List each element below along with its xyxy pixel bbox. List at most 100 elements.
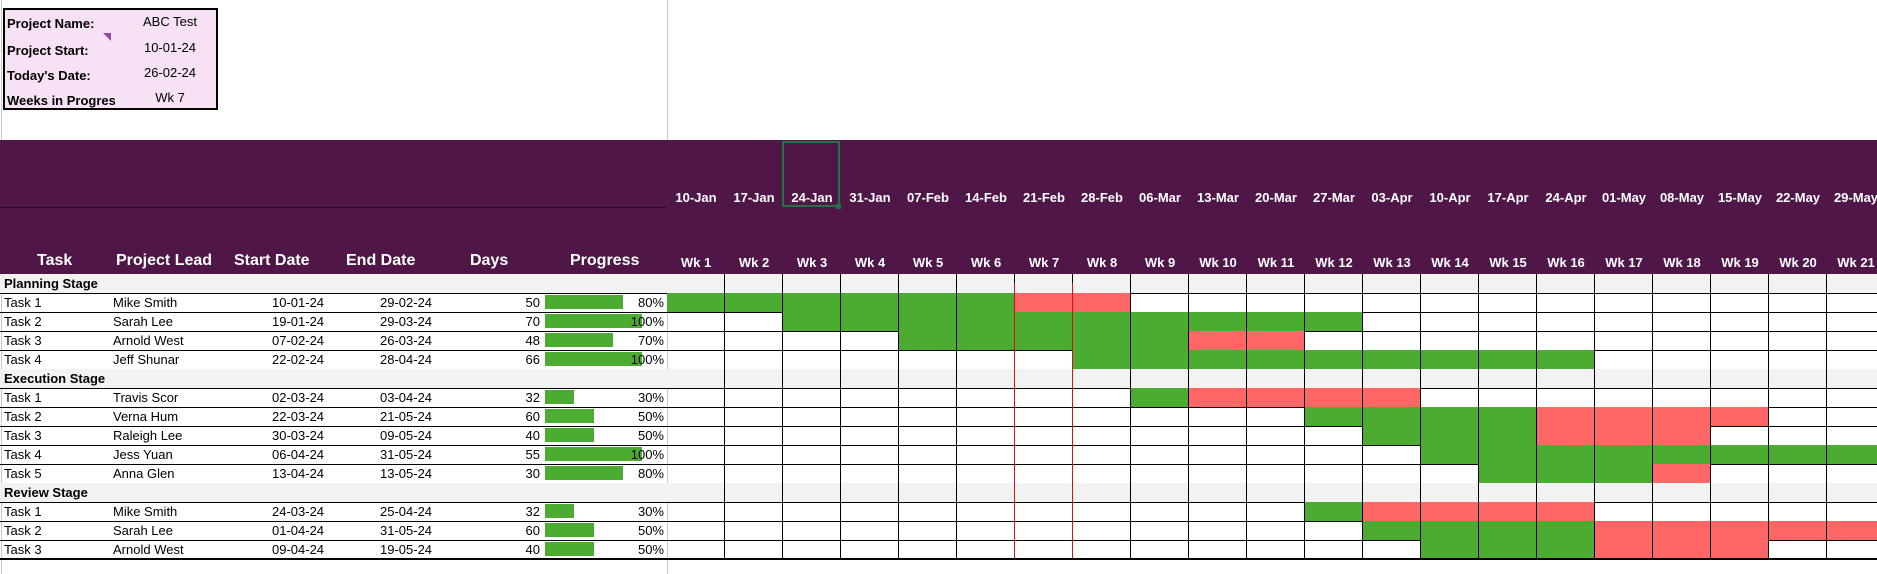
week-cell-on-track[interactable] — [1015, 331, 1073, 350]
week-cell[interactable] — [957, 540, 1015, 559]
progress-percent[interactable]: 100% — [630, 447, 664, 462]
week-cell[interactable] — [1479, 331, 1537, 350]
week-cell[interactable] — [1479, 483, 1537, 502]
project-lead[interactable]: Jess Yuan — [113, 447, 173, 462]
fill-handle[interactable] — [836, 204, 841, 209]
week-cell-behind[interactable] — [1769, 521, 1827, 540]
week-cell[interactable] — [725, 388, 783, 407]
week-cell-on-track[interactable] — [1421, 350, 1479, 369]
week-cell[interactable] — [1537, 274, 1595, 293]
days-value[interactable]: 60 — [525, 523, 540, 538]
week-cell[interactable] — [1073, 388, 1131, 407]
week-cell[interactable] — [841, 274, 899, 293]
week-cell[interactable] — [1015, 464, 1073, 483]
week-cell[interactable] — [899, 350, 957, 369]
week-cell[interactable] — [1653, 388, 1711, 407]
week-cell[interactable] — [1827, 350, 1877, 369]
week-cell[interactable] — [1247, 521, 1305, 540]
week-cell-on-track[interactable] — [1363, 521, 1421, 540]
week-cell[interactable] — [725, 540, 783, 559]
week-cell[interactable] — [783, 388, 841, 407]
week-cell-behind[interactable] — [1363, 388, 1421, 407]
week-cell[interactable] — [1421, 388, 1479, 407]
week-cell[interactable] — [1247, 502, 1305, 521]
week-cell[interactable] — [1247, 464, 1305, 483]
week-cell[interactable] — [667, 483, 725, 502]
week-cell-on-track[interactable] — [1073, 331, 1131, 350]
week-cell[interactable] — [1537, 483, 1595, 502]
project-lead[interactable]: Raleigh Lee — [113, 428, 183, 443]
week-cell-on-track[interactable] — [1189, 350, 1247, 369]
project-lead[interactable]: Arnold West — [113, 542, 184, 557]
week-date-header[interactable]: 31-Jan — [849, 190, 891, 205]
week-date-header[interactable]: 03-Apr — [1371, 190, 1413, 205]
week-cell[interactable] — [1073, 369, 1131, 388]
week-cell[interactable] — [667, 331, 725, 350]
week-cell[interactable] — [957, 426, 1015, 445]
week-cell[interactable] — [1653, 369, 1711, 388]
week-cell-on-track[interactable] — [783, 312, 841, 331]
week-cell[interactable] — [783, 274, 841, 293]
week-cell-on-track[interactable] — [1363, 426, 1421, 445]
week-cell-on-track[interactable] — [1305, 350, 1363, 369]
project-lead[interactable]: Mike Smith — [113, 295, 178, 310]
end-date[interactable]: 03-04-24 — [380, 390, 433, 405]
week-cell-on-track[interactable] — [1421, 540, 1479, 559]
week-cell[interactable] — [899, 483, 957, 502]
week-cell[interactable] — [957, 502, 1015, 521]
week-cell[interactable] — [1015, 369, 1073, 388]
progress-percent[interactable]: 80% — [637, 295, 664, 310]
days-value[interactable]: 50 — [525, 295, 540, 310]
project-name-value[interactable]: ABC Test — [143, 14, 197, 29]
week-cell[interactable] — [1653, 502, 1711, 521]
week-cell[interactable] — [1363, 312, 1421, 331]
week-number-header[interactable]: Wk 18 — [1663, 255, 1701, 270]
week-cell-behind[interactable] — [1653, 407, 1711, 426]
week-cell[interactable] — [1363, 540, 1421, 559]
week-cell[interactable] — [1305, 293, 1363, 312]
week-cell-on-track[interactable] — [1305, 312, 1363, 331]
week-cell[interactable] — [1131, 369, 1189, 388]
week-cell-on-track[interactable] — [841, 293, 899, 312]
week-cell[interactable] — [1827, 388, 1877, 407]
end-date[interactable]: 26-03-24 — [380, 333, 433, 348]
week-cell[interactable] — [1015, 426, 1073, 445]
week-cell[interactable] — [1769, 502, 1827, 521]
week-cell[interactable] — [1305, 483, 1363, 502]
project-lead[interactable]: Travis Scor — [113, 390, 179, 405]
week-cell[interactable] — [1421, 274, 1479, 293]
end-date[interactable]: 25-04-24 — [380, 504, 433, 519]
week-cell[interactable] — [1421, 464, 1479, 483]
week-cell[interactable] — [1653, 331, 1711, 350]
week-cell[interactable] — [1131, 274, 1189, 293]
days-value[interactable]: 70 — [525, 314, 540, 329]
week-cell[interactable] — [1537, 331, 1595, 350]
week-cell[interactable] — [1305, 426, 1363, 445]
week-cell[interactable] — [1305, 540, 1363, 559]
week-cell-on-track[interactable] — [1073, 312, 1131, 331]
end-date[interactable]: 29-03-24 — [380, 314, 433, 329]
week-cell[interactable] — [1073, 274, 1131, 293]
week-number-header[interactable]: Wk 1 — [680, 255, 712, 270]
week-cell-on-track[interactable] — [1537, 464, 1595, 483]
start-date[interactable]: 06-04-24 — [272, 447, 325, 462]
week-cell[interactable] — [667, 388, 725, 407]
start-date[interactable]: 13-04-24 — [272, 466, 325, 481]
task-name[interactable]: Task 3 — [4, 428, 42, 443]
week-number-header[interactable]: Wk 7 — [1028, 255, 1060, 270]
week-cell-behind[interactable] — [1827, 521, 1877, 540]
week-cell[interactable] — [1131, 407, 1189, 426]
week-cell-behind[interactable] — [1595, 521, 1653, 540]
week-cell[interactable] — [725, 369, 783, 388]
week-cell[interactable] — [1363, 293, 1421, 312]
task-row[interactable]: Task 5 Anna Glen 13-04-24 13-05-24 30 80% — [0, 464, 1877, 484]
week-cell[interactable] — [1073, 426, 1131, 445]
start-date[interactable]: 02-03-24 — [272, 390, 325, 405]
end-date[interactable]: 19-05-24 — [380, 542, 433, 557]
week-cell[interactable] — [1247, 483, 1305, 502]
week-cell-behind[interactable] — [1305, 388, 1363, 407]
week-cell[interactable] — [1479, 369, 1537, 388]
week-cell[interactable] — [1131, 483, 1189, 502]
week-cell[interactable] — [1479, 274, 1537, 293]
week-cell[interactable] — [899, 426, 957, 445]
